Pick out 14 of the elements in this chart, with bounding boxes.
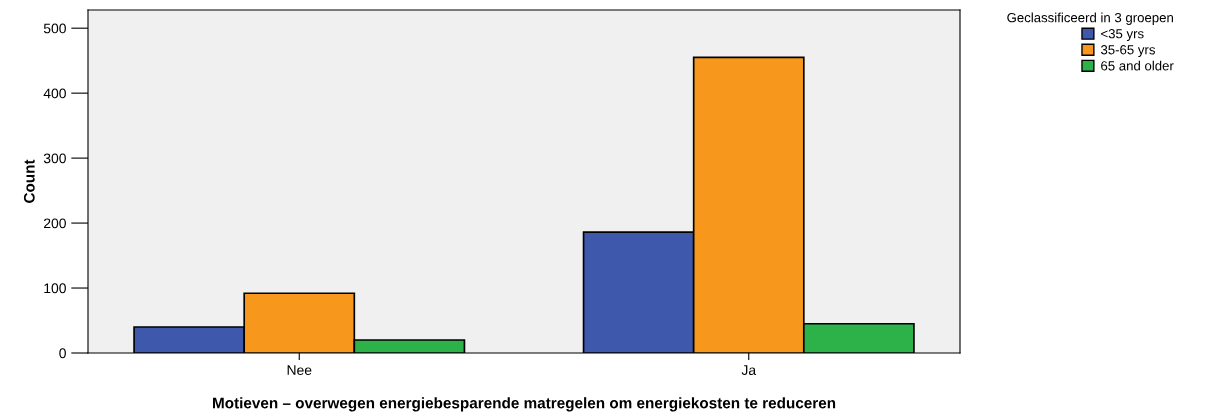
- legend-title: Geclassificeerd in 3 groepen: [1007, 12, 1173, 25]
- y-tick-label: 100: [44, 283, 66, 294]
- legend-label: <35 yrs: [1101, 29, 1144, 41]
- y-tick-label: 300: [43, 153, 66, 164]
- x-tick-label: Ja: [741, 365, 757, 376]
- legend-label: 35-65 yrs: [1100, 45, 1155, 58]
- y-tick-label: 200: [44, 218, 66, 229]
- y-tick-label: 0: [59, 348, 66, 359]
- legend-label: 65 and older: [1101, 60, 1174, 71]
- y-axis-title: Count: [23, 159, 35, 203]
- x-axis-title: Motieven – overwegen energiebesparende matregelen om energiekosten te reduceren: [213, 397, 836, 412]
- x-tick-label: Nee: [287, 365, 312, 376]
- y-tick-label: 500: [43, 23, 66, 34]
- y-tick-label: 400: [43, 88, 66, 99]
